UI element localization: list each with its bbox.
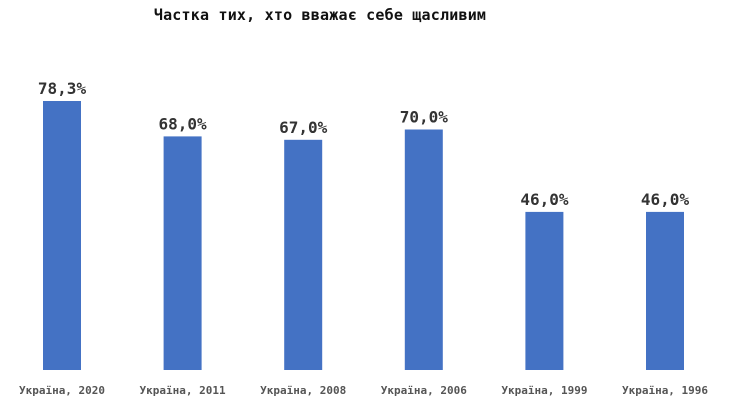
data-label: 68,0%: [159, 114, 208, 133]
data-label: 46,0%: [520, 190, 569, 209]
bar: [646, 211, 684, 370]
chart-title: Частка тих, хто вважає себе щасливим: [153, 6, 487, 24]
data-label: 78,3%: [38, 79, 87, 98]
category-label: Україна, 2020: [19, 384, 105, 397]
bar: [43, 101, 81, 370]
bar: [525, 211, 564, 370]
data-label: 46,0%: [641, 190, 690, 209]
data-label: 67,0%: [279, 118, 328, 137]
category-label: Україна, 2011: [140, 384, 226, 397]
category-label: Україна, 2006: [381, 384, 467, 397]
bar: [404, 129, 443, 370]
category-label: Україна, 1996: [622, 384, 708, 397]
bar: [284, 139, 323, 370]
data-label: 70,0%: [400, 108, 449, 127]
category-label: Україна, 2008: [260, 384, 346, 397]
category-label: Україна, 1999: [501, 384, 587, 397]
bar: [163, 136, 202, 370]
